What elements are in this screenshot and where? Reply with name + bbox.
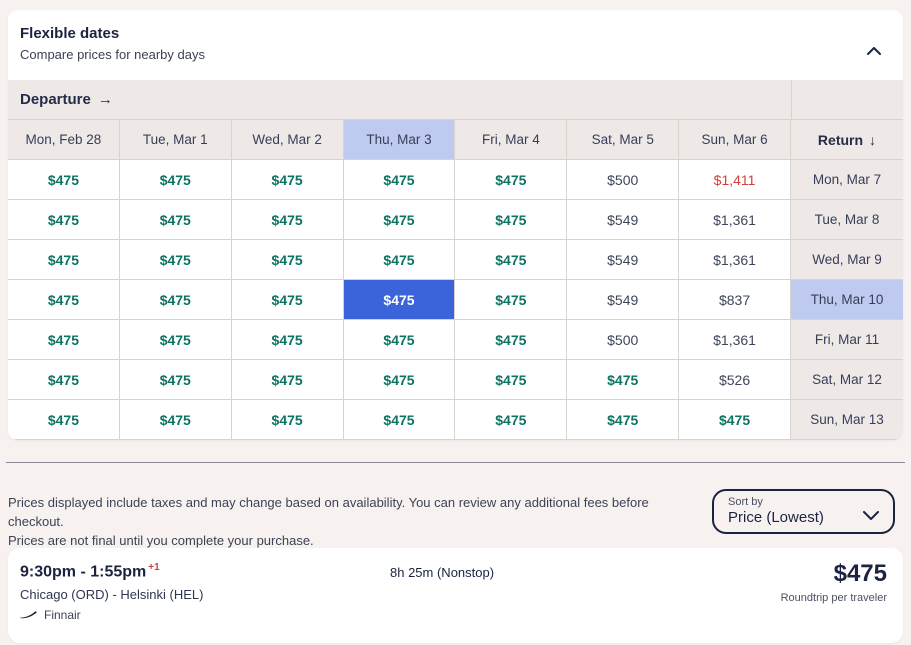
price-cell[interactable]: $475 xyxy=(343,160,456,200)
price-cell[interactable]: $475 xyxy=(231,360,344,400)
departure-date-header: Wed, Mar 2 xyxy=(231,120,344,160)
price-cell[interactable]: $475 xyxy=(8,200,120,240)
departure-label: Departure xyxy=(20,91,91,108)
price-cell[interactable]: $475 xyxy=(119,160,232,200)
departure-date-header: Mon, Feb 28 xyxy=(8,120,120,160)
flight-duration: 8h 25m (Nonstop) xyxy=(390,565,495,580)
price-cell[interactable]: $475 xyxy=(455,400,568,440)
price-cell[interactable]: $1,411 xyxy=(679,160,791,200)
price-cell[interactable]: $475 xyxy=(8,400,120,440)
flight-route: Chicago (ORD) - Helsinki (HEL) xyxy=(20,587,204,602)
return-date-label: Fri, Mar 11 xyxy=(790,320,903,360)
price-cell[interactable]: $1,361 xyxy=(679,200,791,240)
airline-row: Finnair xyxy=(20,608,81,622)
airline-name: Finnair xyxy=(44,608,81,622)
price-cell[interactable]: $475 xyxy=(343,360,456,400)
departure-date-header: Sat, Mar 5 xyxy=(567,120,680,160)
panel-subtitle: Compare prices for nearby days xyxy=(20,47,205,62)
price-cell[interactable]: $475 xyxy=(567,400,680,440)
price-cell[interactable]: $1,361 xyxy=(679,240,791,280)
departure-axis-header: Departure → xyxy=(8,80,791,120)
return-date-label: Sat, Mar 12 xyxy=(790,360,903,400)
plus-one-day-badge: +1 xyxy=(148,562,160,573)
departure-date-header: Tue, Mar 1 xyxy=(119,120,232,160)
price-cell[interactable]: $500 xyxy=(567,320,680,360)
price-cell[interactable]: $475 xyxy=(455,360,568,400)
price-cell[interactable]: $475 xyxy=(119,240,232,280)
price-cell[interactable]: $549 xyxy=(567,280,680,320)
price-cell[interactable]: $475 xyxy=(455,160,568,200)
price-cell[interactable]: $526 xyxy=(679,360,791,400)
down-arrow-icon: ↓ xyxy=(869,131,877,148)
price-cell[interactable]: $475 xyxy=(231,280,344,320)
return-date-label: Mon, Mar 7 xyxy=(790,160,903,200)
price-cell[interactable]: $475 xyxy=(231,400,344,440)
disclaimer-line-1: Prices displayed include taxes and may c… xyxy=(8,495,649,529)
panel-title: Flexible dates xyxy=(20,25,120,42)
price-cell[interactable]: $837 xyxy=(679,280,791,320)
return-date-label: Wed, Mar 9 xyxy=(790,240,903,280)
price-cell[interactable]: $475 xyxy=(231,200,344,240)
price-cell[interactable]: $475 xyxy=(343,320,456,360)
flight-times-text: 9:30pm - 1:55pm xyxy=(20,563,147,581)
return-date-label: Sun, Mar 13 xyxy=(790,400,903,440)
price-cell[interactable]: $475 xyxy=(8,240,120,280)
price-cell[interactable]: $475 xyxy=(8,360,120,400)
panel-header: Flexible dates Compare prices for nearby… xyxy=(8,10,903,80)
collapse-button[interactable] xyxy=(863,40,885,60)
return-date-label: Tue, Mar 8 xyxy=(790,200,903,240)
right-arrow-icon: → xyxy=(97,91,113,108)
price-cell[interactable]: $475 xyxy=(343,200,456,240)
flexible-dates-panel: Flexible dates Compare prices for nearby… xyxy=(8,10,903,440)
chevron-up-icon xyxy=(867,43,881,58)
price-cell[interactable]: $475 xyxy=(455,280,568,320)
price-cell[interactable]: $475 xyxy=(231,160,344,200)
price-cell[interactable]: $475 xyxy=(119,200,232,240)
price-caption: Roundtrip per traveler xyxy=(780,592,887,604)
price-cell[interactable]: $475 xyxy=(119,360,232,400)
flight-price: $475 xyxy=(833,560,887,587)
finnair-logo-icon xyxy=(20,608,44,622)
price-cell[interactable]: $475 xyxy=(8,280,120,320)
price-cell[interactable]: $475 xyxy=(8,320,120,360)
departure-date-header: Thu, Mar 3 xyxy=(343,120,456,160)
divider xyxy=(6,462,905,463)
price-cell[interactable]: $475 xyxy=(8,160,120,200)
price-cell[interactable]: $475 xyxy=(343,240,456,280)
price-cell[interactable]: $475 xyxy=(343,400,456,440)
price-cell[interactable]: $1,361 xyxy=(679,320,791,360)
price-cell[interactable]: $475 xyxy=(231,240,344,280)
sort-selected-value: Price (Lowest) xyxy=(728,509,824,526)
return-date-label: Thu, Mar 10 xyxy=(790,280,903,320)
return-label: Return xyxy=(817,131,864,148)
price-cell[interactable]: $500 xyxy=(567,160,680,200)
price-cell[interactable]: $475 xyxy=(679,400,791,440)
price-cell[interactable]: $475 xyxy=(343,280,456,320)
price-cell[interactable]: $475 xyxy=(119,400,232,440)
flight-times: 9:30pm - 1:55pm +1 xyxy=(20,562,160,581)
price-cell[interactable]: $475 xyxy=(231,320,344,360)
price-cell[interactable]: $549 xyxy=(567,240,680,280)
chevron-down-icon xyxy=(863,508,879,526)
return-axis-header: Return ↓ xyxy=(790,120,903,160)
price-cell[interactable]: $475 xyxy=(567,360,680,400)
price-cell[interactable]: $475 xyxy=(119,280,232,320)
price-disclaimer: Prices displayed include taxes and may c… xyxy=(8,494,700,551)
sort-select[interactable]: Sort by Price (Lowest) xyxy=(712,489,895,534)
return-column-filler xyxy=(790,80,903,120)
departure-date-header: Fri, Mar 4 xyxy=(455,120,568,160)
disclaimer-line-2: Prices are not final until you complete … xyxy=(8,532,314,548)
price-cell[interactable]: $475 xyxy=(455,200,568,240)
price-cell[interactable]: $475 xyxy=(455,320,568,360)
flex-dates-grid: Departure → Mon, Feb 28 Tue, Mar 1 Wed, Mar … xyxy=(8,80,903,440)
departure-date-header: Sun, Mar 6 xyxy=(679,120,791,160)
sort-label: Sort by xyxy=(728,496,763,508)
price-cell[interactable]: $475 xyxy=(455,240,568,280)
flight-result-card[interactable]: 9:30pm - 1:55pm +1 Chicago (ORD) - Helsin… xyxy=(8,548,903,643)
price-cell[interactable]: $549 xyxy=(567,200,680,240)
price-cell[interactable]: $475 xyxy=(119,320,232,360)
